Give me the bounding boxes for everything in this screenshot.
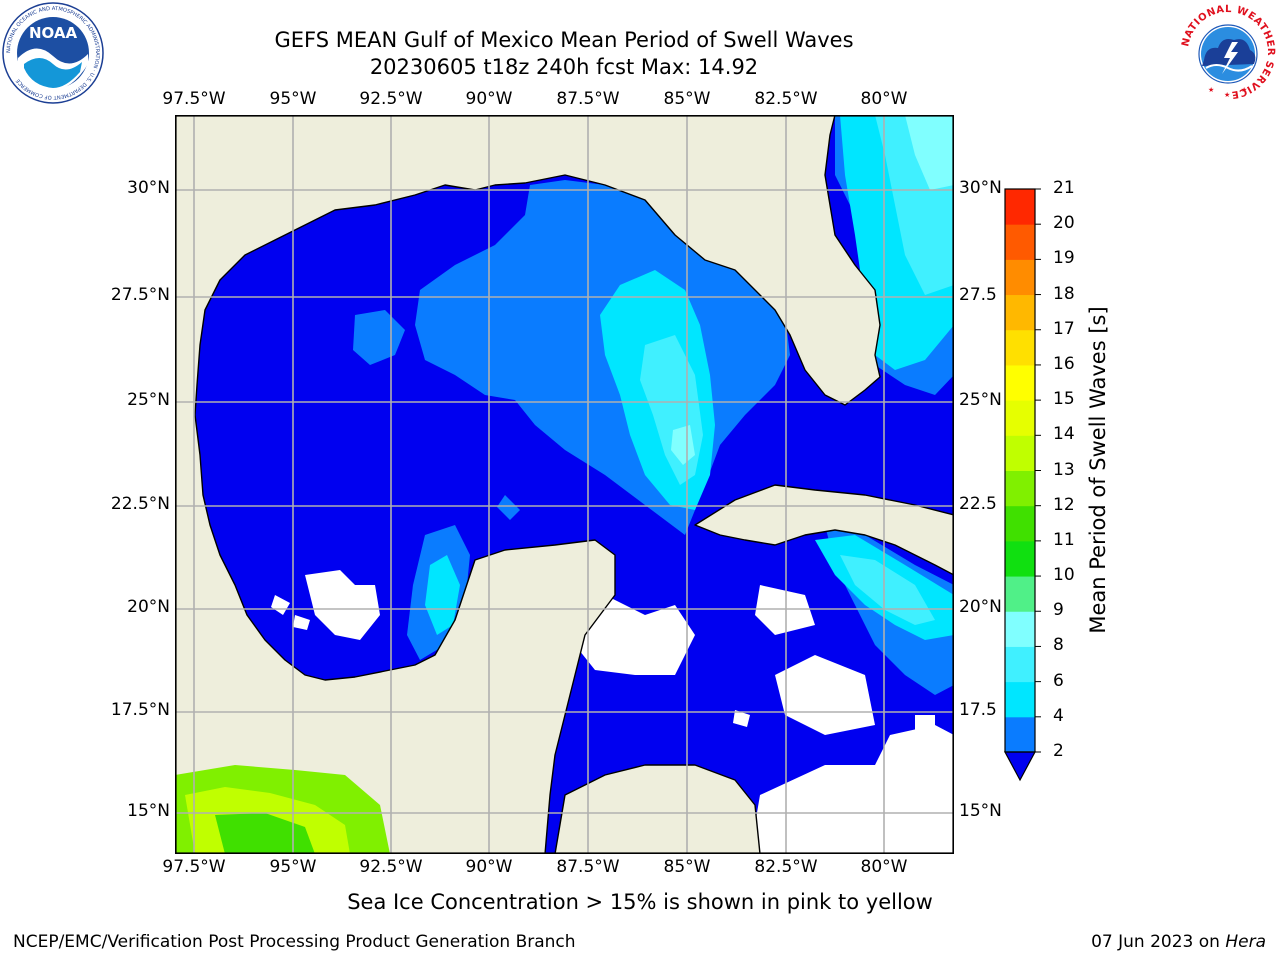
latitude-label-right: 27.5 [959, 285, 997, 305]
colorbar-band [1005, 646, 1035, 683]
colorbar-tick-label: 9 [1053, 600, 1064, 621]
longitude-label-top: 82.5°W [754, 89, 818, 109]
svg-text:★: ★ [1208, 86, 1214, 94]
latitude-label-left: 22.5°N [110, 494, 170, 514]
longitude-label-top: 97.5°W [162, 89, 226, 109]
colorbar-band [1005, 294, 1035, 331]
longitude-label-bottom: 92.5°W [359, 857, 423, 877]
colorbar-band [1005, 259, 1035, 296]
colorbar-band [1005, 224, 1035, 260]
footer-host: Hera [1225, 932, 1266, 952]
colorbar-band [1005, 716, 1035, 753]
longitude-label-top: 85°W [663, 89, 711, 109]
longitude-label-bottom: 97.5°W [162, 857, 226, 877]
colorbar-tick-label: 17 [1053, 318, 1075, 339]
latitude-label-left: 15°N [127, 801, 170, 821]
longitude-label-top: 95°W [269, 89, 317, 109]
latitude-label-left: 30°N [127, 178, 170, 198]
colorbar-tick-label: 13 [1053, 459, 1075, 480]
latitude-label-left: 25°N [127, 390, 170, 410]
colorbar-tick-label: 11 [1053, 529, 1075, 550]
longitude-label-bottom: 90°W [465, 857, 513, 877]
svg-text:★: ★ [1241, 86, 1247, 94]
colorbar-tick-label: 12 [1053, 494, 1075, 515]
sea-ice-note: Sea Ice Concentration > 15% is shown in … [347, 890, 933, 914]
longitude-label-top: 92.5°W [359, 89, 423, 109]
latitude-label-right: 25°N [959, 390, 1002, 410]
colorbar-tick-label: 15 [1053, 389, 1075, 410]
map-border [175, 115, 954, 854]
high-period-patch [175, 765, 390, 854]
colorbar-band [1005, 189, 1035, 225]
longitude-label-bottom: 87.5°W [556, 857, 620, 877]
colorbar [1003, 188, 1041, 782]
latitude-label-right: 30°N [959, 178, 1002, 198]
latitude-label-right: 20°N [959, 597, 1002, 617]
colorbar-tick-label: 21 [1053, 178, 1075, 198]
longitude-label-top: 90°W [465, 89, 513, 109]
colorbar-tick-label: 2 [1053, 741, 1064, 761]
latitude-label-left: 27.5°N [110, 285, 170, 305]
longitude-label-bottom: 80°W [860, 857, 908, 877]
colorbar-tick-label: 19 [1053, 248, 1075, 269]
latitude-label-right: 17.5 [959, 700, 997, 720]
colorbar-tick-label: 4 [1053, 705, 1064, 726]
no-data-areas [271, 570, 954, 854]
colorbar-tick-label: 14 [1053, 424, 1075, 445]
longitude-label-top: 87.5°W [556, 89, 620, 109]
latitude-label-right: 22.5 [959, 494, 997, 514]
colorbar-tick-label: 18 [1053, 283, 1075, 304]
colorbar-tick-label: 10 [1053, 565, 1075, 586]
longitude-label-bottom: 95°W [269, 857, 317, 877]
chart-title: GEFS MEAN Gulf of Mexico Mean Period of … [274, 28, 854, 52]
colorbar-band [1005, 470, 1035, 507]
footer-date: 07 Jun 2023 on Hera [1091, 932, 1266, 952]
noaa-logo-text: NOAA [29, 24, 78, 42]
latitude-label-right: 15°N [959, 801, 1002, 821]
colorbar-band [1005, 576, 1035, 612]
longitude-label-top: 80°W [860, 89, 908, 109]
colorbar-band [1005, 505, 1035, 542]
noaa-logo: NATIONAL OCEANIC AND ATMOSPHERIC ADMINIS… [2, 2, 104, 104]
colorbar-label: Mean Period of Swell Waves [s] [1086, 306, 1110, 634]
svg-text:★: ★ [1224, 91, 1230, 99]
colorbar-band [1005, 364, 1035, 401]
colorbar-under-arrow [1003, 751, 1037, 782]
map-gridlines [175, 115, 954, 854]
latitude-label-left: 20°N [127, 597, 170, 617]
longitude-label-bottom: 85°W [663, 857, 711, 877]
nws-logo: NATIONAL WEATHER SERVICE ★ ★ ★ [1180, 4, 1276, 100]
colorbar-band [1005, 611, 1035, 647]
colorbar-tick-label: 8 [1053, 635, 1064, 656]
chart-subtitle: 20230605 t18z 240h fcst Max: 14.92 [369, 55, 759, 79]
footer-date-text: 07 Jun 2023 on [1091, 932, 1226, 952]
colorbar-tick-label: 6 [1053, 670, 1064, 691]
colorbar-band [1005, 435, 1035, 471]
colorbar-tick-label: 16 [1053, 353, 1075, 374]
footer-producer: NCEP/EMC/Verification Post Processing Pr… [13, 932, 576, 952]
swell-8-9s [671, 115, 954, 465]
longitude-label-bottom: 82.5°W [754, 857, 818, 877]
colorbar-band [1005, 681, 1035, 718]
colorbar-band [1005, 400, 1035, 436]
gulf-map [175, 115, 954, 854]
colorbar-tick-label: 20 [1053, 213, 1075, 234]
colorbar-band [1005, 329, 1035, 366]
colorbar-band [1005, 540, 1035, 577]
latitude-label-left: 17.5°N [110, 700, 170, 720]
